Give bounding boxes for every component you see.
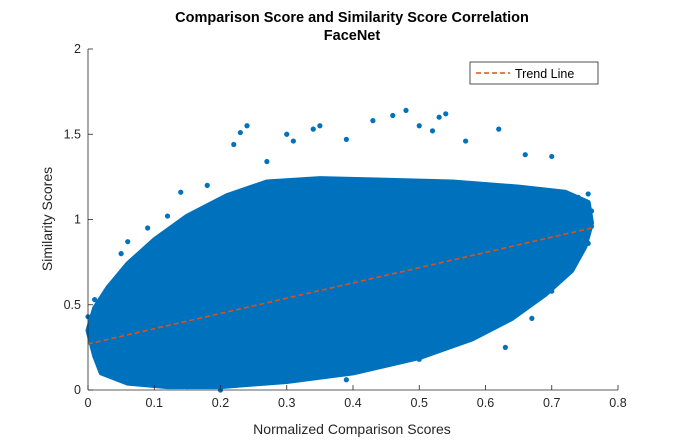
data-point: [317, 123, 323, 129]
dense-point-cloud: [85, 176, 594, 390]
data-point: [443, 111, 449, 117]
data-point: [164, 213, 171, 219]
data-point: [204, 182, 210, 188]
y-tick-label: 1.5: [64, 127, 81, 141]
data-point: [436, 114, 442, 120]
data-point: [370, 118, 376, 124]
data-point: [184, 383, 190, 390]
data-point: [496, 126, 502, 132]
data-point: [343, 377, 349, 383]
x-tick-label: 0.7: [543, 396, 560, 410]
x-tick-label: 0.2: [212, 396, 229, 410]
data-point: [463, 138, 469, 144]
data-point: [264, 158, 270, 165]
data-point: [549, 153, 555, 160]
data-point: [575, 194, 581, 200]
plot-area: [85, 107, 595, 393]
trend-line: [87, 227, 592, 345]
data-point: [585, 191, 591, 197]
axes: 0 0.1 0.2 0.3 0.4 0.5 0.6 0.7 0.8 0 0.5 1 1.5 2: [64, 42, 627, 410]
x-tick-label: 0.1: [146, 396, 163, 410]
data-point: [244, 123, 250, 129]
data-point: [118, 251, 124, 257]
data-point: [569, 254, 575, 260]
x-tick-label: 0.5: [411, 396, 428, 410]
legend-box: [469, 61, 599, 85]
data-point: [522, 152, 528, 158]
data-point: [403, 107, 409, 113]
data-point: [588, 208, 595, 214]
data-point: [502, 344, 508, 350]
x-tick-label: 0.3: [278, 396, 295, 410]
x-tick-label: 0.6: [477, 396, 494, 410]
data-point: [585, 240, 591, 246]
x-axis-label: Normalized Comparison Scores: [253, 421, 451, 437]
data-point: [390, 112, 396, 119]
legend: Trend Line: [469, 61, 599, 85]
x-tick-label: 0.4: [344, 396, 361, 410]
data-point: [310, 126, 316, 132]
data-point: [237, 129, 243, 136]
data-point: [92, 297, 98, 303]
data-point: [529, 315, 535, 321]
data-point: [429, 128, 436, 134]
data-point: [125, 239, 131, 245]
y-tick-label: 0.5: [64, 298, 81, 312]
y-tick-label: 1: [74, 213, 81, 227]
x-tick-label: 0: [85, 396, 92, 410]
chart-subtitle: FaceNet: [324, 28, 381, 44]
y-tick-label: 0: [74, 383, 81, 397]
data-point: [284, 131, 290, 137]
data-point: [290, 138, 296, 144]
data-point: [178, 189, 184, 195]
data-point: [549, 288, 555, 294]
chart-title: Comparison Score and Similarity Score Co…: [175, 10, 529, 26]
x-tick-label: 0.8: [609, 396, 626, 410]
legend-entry-trend-line: Trend Line: [515, 67, 574, 81]
y-tick-label: 2: [74, 42, 81, 56]
data-point: [343, 136, 349, 142]
data-point: [416, 123, 422, 129]
data-point: [416, 356, 422, 362]
y-axis-label: Similarity Scores: [39, 167, 55, 271]
data-point: [145, 225, 151, 231]
data-point: [231, 141, 237, 148]
